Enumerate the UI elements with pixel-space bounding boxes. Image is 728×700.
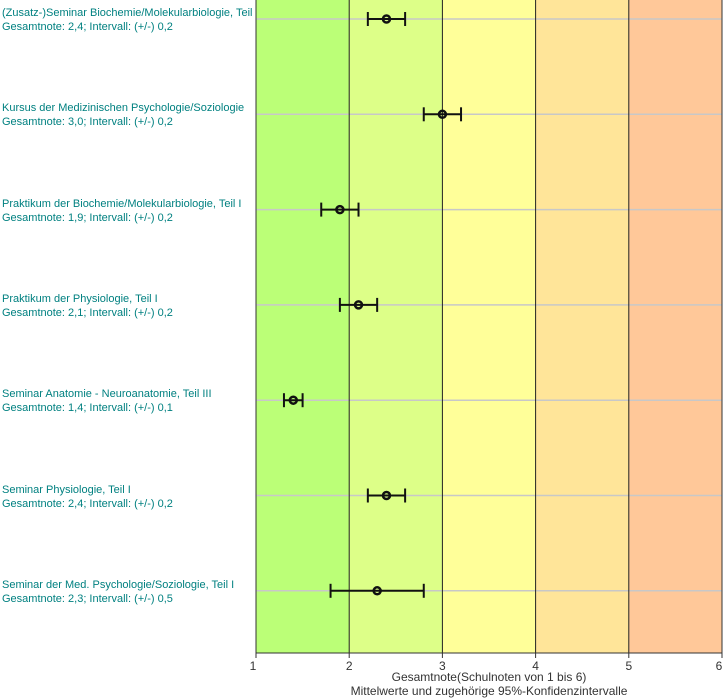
course-name: Seminar Physiologie, Teil I	[2, 483, 131, 496]
x-tick-label: 3	[439, 659, 446, 673]
mean-point	[381, 14, 392, 24]
x-axis-title: Gesamtnote(Schulnoten von 1 bis 6)	[391, 670, 587, 684]
course-stat: Gesamtnote: 2,1; Intervall: (+/-) 0,2	[2, 306, 173, 319]
course-stat: Gesamtnote: 2,4; Intervall: (+/-) 0,2	[2, 21, 173, 33]
course-name: Praktikum der Physiologie, Teil I	[2, 292, 158, 305]
row-label: Praktikum der Physiologie, Teil I Gesamtn…	[2, 292, 173, 320]
band-3	[535, 0, 629, 653]
row-label: Seminar Physiologie, Teil I Gesamtnote: 2…	[2, 483, 173, 511]
x-tick-label: 5	[625, 659, 632, 673]
mean-point	[353, 300, 364, 310]
mean-point	[288, 395, 299, 405]
course-name: Kursus der Medizinischen Psychologie/Soz…	[2, 102, 245, 115]
row-label: Praktikum der Biochemie/Molekularbiologi…	[2, 197, 241, 225]
row-label: Seminar Anatomie - Neuroanatomie, Teil I…	[2, 387, 212, 415]
mean-point	[437, 109, 448, 120]
band-0	[256, 0, 350, 653]
band-1	[349, 0, 443, 653]
course-stat: Gesamtnote: 3,0; Intervall: (+/-) 0,2	[2, 116, 173, 129]
x-tick-label: 1	[250, 659, 257, 673]
mean-point	[335, 204, 345, 215]
band-2	[442, 0, 536, 653]
course-stat: Gesamtnote: 2,4; Intervall: (+/-) 0,2	[2, 497, 173, 510]
course-stat: Gesamtnote: 1,9; Intervall: (+/-) 0,2	[2, 211, 173, 224]
band-4	[628, 0, 722, 653]
course-stat: Gesamtnote: 2,3; Intervall: (+/-) 0,5	[2, 592, 173, 605]
course-name: Praktikum der Biochemie/Molekularbiologi…	[2, 197, 242, 210]
row-label: (Zusatz-)Seminar Biochemie/Molekularbiol…	[2, 6, 259, 34]
x-tick-label: 4	[532, 659, 539, 673]
x-tick-label: 6	[716, 659, 723, 673]
row-label: Seminar der Med. Psychologie/Soziologie,…	[2, 578, 234, 606]
course-name: (Zusatz-)Seminar Biochemie/Molekularbiol…	[2, 7, 259, 19]
chart-subtitle: Mittelwerte und zugehörige 95%-Konfidenz…	[350, 684, 628, 698]
row-label: Kursus der Medizinischen Psychologie/Soz…	[2, 101, 244, 129]
course-stat: Gesamtnote: 1,4; Intervall: (+/-) 0,1	[2, 402, 173, 415]
mean-point	[372, 586, 382, 596]
course-name: Seminar Anatomie - Neuroanatomie, Teil I…	[2, 388, 212, 401]
mean-point	[381, 490, 392, 501]
course-name: Seminar der Med. Psychologie/Soziologie,…	[2, 578, 235, 591]
x-tick-label: 2	[346, 659, 353, 673]
